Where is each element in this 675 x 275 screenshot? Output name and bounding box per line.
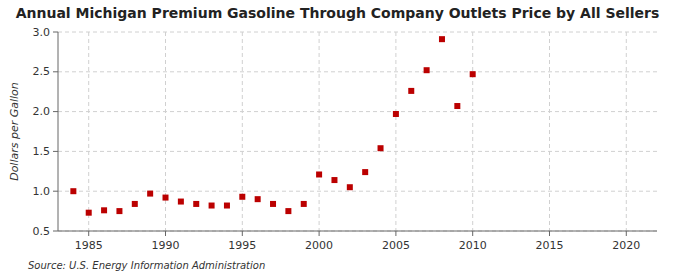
point [239, 194, 245, 200]
tick-y [53, 32, 58, 33]
grid-line-x [395, 32, 396, 231]
axes: 0.5 1.0 1.5 2.0 2.5 3.0 1985 1990 1995 2000 2005 20… [33, 26, 658, 253]
grid-line-x [549, 32, 550, 231]
point [331, 177, 337, 183]
tick-x [88, 231, 89, 236]
point [163, 195, 169, 201]
tick-label-y: 1.0 [33, 185, 51, 198]
chart-container: 0.5 1.0 1.5 2.0 2.5 3.0 1985 1990 1995 2000 2005 20… [0, 0, 675, 275]
point [147, 191, 153, 197]
tick-y [53, 231, 58, 232]
point [285, 208, 291, 214]
point [393, 111, 399, 117]
grid-line-y [58, 231, 657, 232]
tick-label-y: 0.5 [33, 225, 51, 238]
tick-label-x: 2000 [305, 239, 333, 252]
point [70, 188, 76, 194]
tick-y [53, 71, 58, 72]
grid-line-x [165, 32, 166, 231]
grid-line-x [242, 32, 243, 231]
tick-y [53, 111, 58, 112]
chart-svg: 0.5 1.0 1.5 2.0 2.5 3.0 1985 1990 1995 2000 2005 20… [0, 0, 675, 275]
grid-line-y [58, 71, 657, 72]
point [132, 201, 138, 207]
tick-label-x: 2005 [382, 239, 410, 252]
tick-x [395, 231, 396, 236]
point [316, 171, 322, 177]
point [378, 145, 384, 151]
point [270, 201, 276, 207]
point [86, 210, 92, 216]
tick-label-y: 2.5 [33, 65, 51, 78]
tick-label-x: 1995 [228, 239, 256, 252]
point [178, 199, 184, 205]
grid-line-y [58, 32, 657, 33]
tick-label-x: 2015 [535, 239, 563, 252]
point [439, 36, 445, 42]
grid-line-x [319, 32, 320, 231]
point [301, 201, 307, 207]
tick-label-x: 2010 [459, 239, 487, 252]
grid-line-x [88, 32, 89, 231]
point [424, 67, 430, 73]
point [362, 169, 368, 175]
tick-y [53, 191, 58, 192]
tick-label-x: 1990 [152, 239, 180, 252]
title: Annual Michigan Premium Gasoline Through… [16, 5, 660, 21]
y-axis-label: Dollars per Gallon [8, 82, 21, 181]
point [224, 203, 230, 209]
grid-line-y [58, 111, 657, 112]
grid [58, 32, 657, 231]
grid-line-y [58, 151, 657, 152]
axis-y [58, 32, 59, 231]
point [101, 207, 107, 213]
points [70, 36, 475, 216]
point [347, 184, 353, 190]
tick-x [472, 231, 473, 236]
tick-label-y: 3.0 [33, 26, 51, 39]
tick-label-x: 2020 [612, 239, 640, 252]
tick-label-x: 1985 [75, 239, 103, 252]
grid-line-x [626, 32, 627, 231]
source-note: Source: U.S. Energy Information Administ… [28, 260, 265, 271]
grid-line-x [472, 32, 473, 231]
tick-x [319, 231, 320, 236]
tick-x [242, 231, 243, 236]
tick-x [626, 231, 627, 236]
tick-label-y: 1.5 [33, 145, 51, 158]
point [209, 203, 215, 209]
point [116, 208, 122, 214]
point [408, 88, 414, 94]
axis-x [58, 231, 657, 232]
tick-y [53, 151, 58, 152]
tick-x [165, 231, 166, 236]
tick-x [549, 231, 550, 236]
point [454, 103, 460, 109]
point [470, 71, 476, 77]
point [193, 201, 199, 207]
point [255, 196, 261, 202]
tick-label-y: 2.0 [33, 105, 51, 118]
